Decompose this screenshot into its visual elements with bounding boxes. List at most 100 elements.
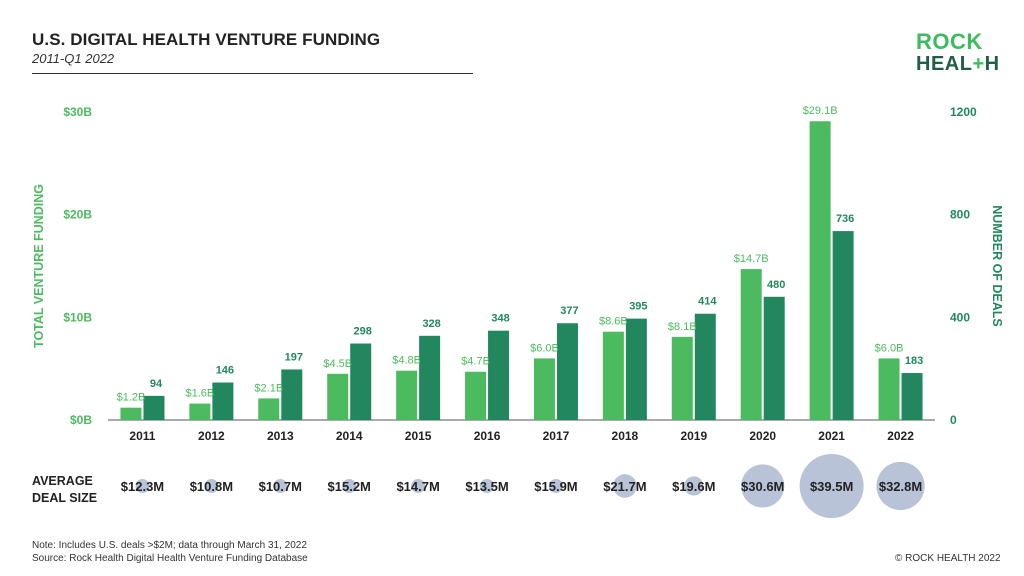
funding-bar <box>878 358 900 420</box>
x-tick-label: 2016 <box>474 429 501 443</box>
deal-size-value-label: $21.7M <box>603 479 646 494</box>
x-tick-label: 2013 <box>267 429 294 443</box>
deals-bar <box>901 373 923 420</box>
chart-title: U.S. DIGITAL HEALTH VENTURE FUNDING <box>32 30 381 49</box>
deal-size-bubble <box>684 476 704 496</box>
x-tick-label: 2012 <box>198 429 225 443</box>
y-right-tick-label: 0 <box>950 413 957 427</box>
x-tick-label: 2011 <box>129 429 155 443</box>
y-left-tick-label: $30B <box>63 105 92 119</box>
deals-bar <box>419 335 441 420</box>
x-tick-label: 2017 <box>543 429 570 443</box>
deals-bar <box>350 343 372 420</box>
funding-data-label: $4.8B <box>392 355 421 367</box>
logo-plus-icon: + <box>972 53 985 75</box>
deals-data-label: 328 <box>422 318 440 330</box>
funding-bar <box>396 370 418 420</box>
deals-data-label: 298 <box>354 326 372 338</box>
deal-size-bubble <box>273 479 288 493</box>
y-right-axis-label: NUMBER OF DEALS <box>990 205 1004 327</box>
funding-data-label: $2.1B <box>254 382 283 394</box>
deals-data-label: 395 <box>629 301 647 313</box>
deal-size-bubble <box>411 479 426 493</box>
title-divider <box>32 73 473 74</box>
deals-data-label: 146 <box>216 365 234 377</box>
deal-size-bubble <box>342 479 357 493</box>
deals-data-label: 480 <box>767 279 785 291</box>
rock-health-logo: ROCK HEAL+H <box>916 29 1000 76</box>
deals-data-label: 183 <box>905 355 923 367</box>
bars <box>120 121 923 421</box>
funding-bar <box>120 407 142 420</box>
funding-data-label: $1.2B <box>117 392 146 404</box>
funding-bar <box>809 121 831 421</box>
deals-bar <box>763 296 785 420</box>
deals-bar <box>143 395 165 420</box>
deal-size-value-label: $30.6M <box>741 479 784 494</box>
y-left-axis-label: TOTAL VENTURE FUNDING <box>32 184 46 348</box>
deal-size-label-line-2: DEAL SIZE <box>32 491 97 505</box>
deals-bar <box>694 313 716 420</box>
x-tick-label: 2020 <box>749 429 776 443</box>
deal-size-bubble <box>741 464 785 508</box>
funding-bar <box>189 403 211 420</box>
deals-bar <box>281 369 303 420</box>
logo-line-2-end: H <box>984 53 1000 75</box>
funding-bar <box>671 336 693 420</box>
funding-bar <box>533 358 555 420</box>
deals-data-label: 197 <box>285 351 303 363</box>
deal-size-bubble <box>135 479 150 493</box>
deal-size-bubble <box>799 454 864 518</box>
x-tick-label: 2022 <box>887 429 914 443</box>
deals-bar <box>488 330 510 420</box>
deal-size-bubble <box>480 479 495 493</box>
x-tick-label: 2018 <box>612 429 639 443</box>
deals-bar <box>212 382 234 420</box>
funding-bar <box>258 398 280 420</box>
deals-data-label: 94 <box>150 378 163 390</box>
axes: $0B $10B $20B $30B 0 400 800 1200 TOTAL VENTURE … <box>32 105 1004 443</box>
deal-size-label-line-1: AVERAGE <box>32 474 93 488</box>
copyright: © ROCK HEALTH 2022 <box>895 553 1001 564</box>
y-left-tick-label: $10B <box>63 310 92 324</box>
deals-bar <box>832 231 854 420</box>
source-note: Source: Rock Health Digital Health Ventu… <box>32 553 308 564</box>
funding-data-label: $1.6B <box>186 388 215 400</box>
funding-data-label: $8.6B <box>599 316 628 328</box>
deal-size-value-label: $15.9M <box>534 479 577 494</box>
logo-line-1: ROCK <box>916 29 983 54</box>
deal-size-bubble <box>548 479 563 493</box>
deals-data-label: 414 <box>698 296 717 308</box>
funding-bar <box>602 331 624 420</box>
funding-data-label: $8.1B <box>668 321 697 333</box>
funding-data-label: $29.1B <box>803 105 838 117</box>
funding-data-label: $4.7B <box>461 356 490 368</box>
x-tick-label: 2015 <box>405 429 432 443</box>
deal-size-value-label: $32.8M <box>879 479 922 494</box>
logo-line-2: HEAL+H <box>916 53 1000 75</box>
deals-data-label: 736 <box>836 213 854 225</box>
funding-data-label: $6.0B <box>875 342 904 354</box>
deal-size-value-label: $12.3M <box>121 479 164 494</box>
y-right-tick-label: 1200 <box>950 105 977 119</box>
deal-size-bubble <box>876 461 925 511</box>
funding-bar <box>327 373 349 420</box>
y-left-tick-label: $20B <box>63 208 92 222</box>
deal-size-bubble <box>613 474 637 498</box>
funding-data-label: $14.7B <box>734 253 769 265</box>
deals-bar <box>556 323 578 420</box>
deal-size-value-label: $13.5M <box>465 479 508 494</box>
deal-size-value-label: $15.2M <box>328 479 371 494</box>
deal-size-value-label: $39.5M <box>810 479 853 494</box>
deal-size-value-label: $19.6M <box>672 479 715 494</box>
funding-data-label: $6.0B <box>530 342 559 354</box>
x-tick-label: 2019 <box>680 429 707 443</box>
deals-data-label: 348 <box>491 313 509 325</box>
deals-bar <box>625 318 647 420</box>
funding-bar <box>465 371 487 420</box>
y-right-tick-label: 400 <box>950 310 970 324</box>
deal-size-bubble <box>204 479 219 493</box>
x-tick-label: 2014 <box>336 429 363 443</box>
funding-data-label: $4.5B <box>323 358 352 370</box>
